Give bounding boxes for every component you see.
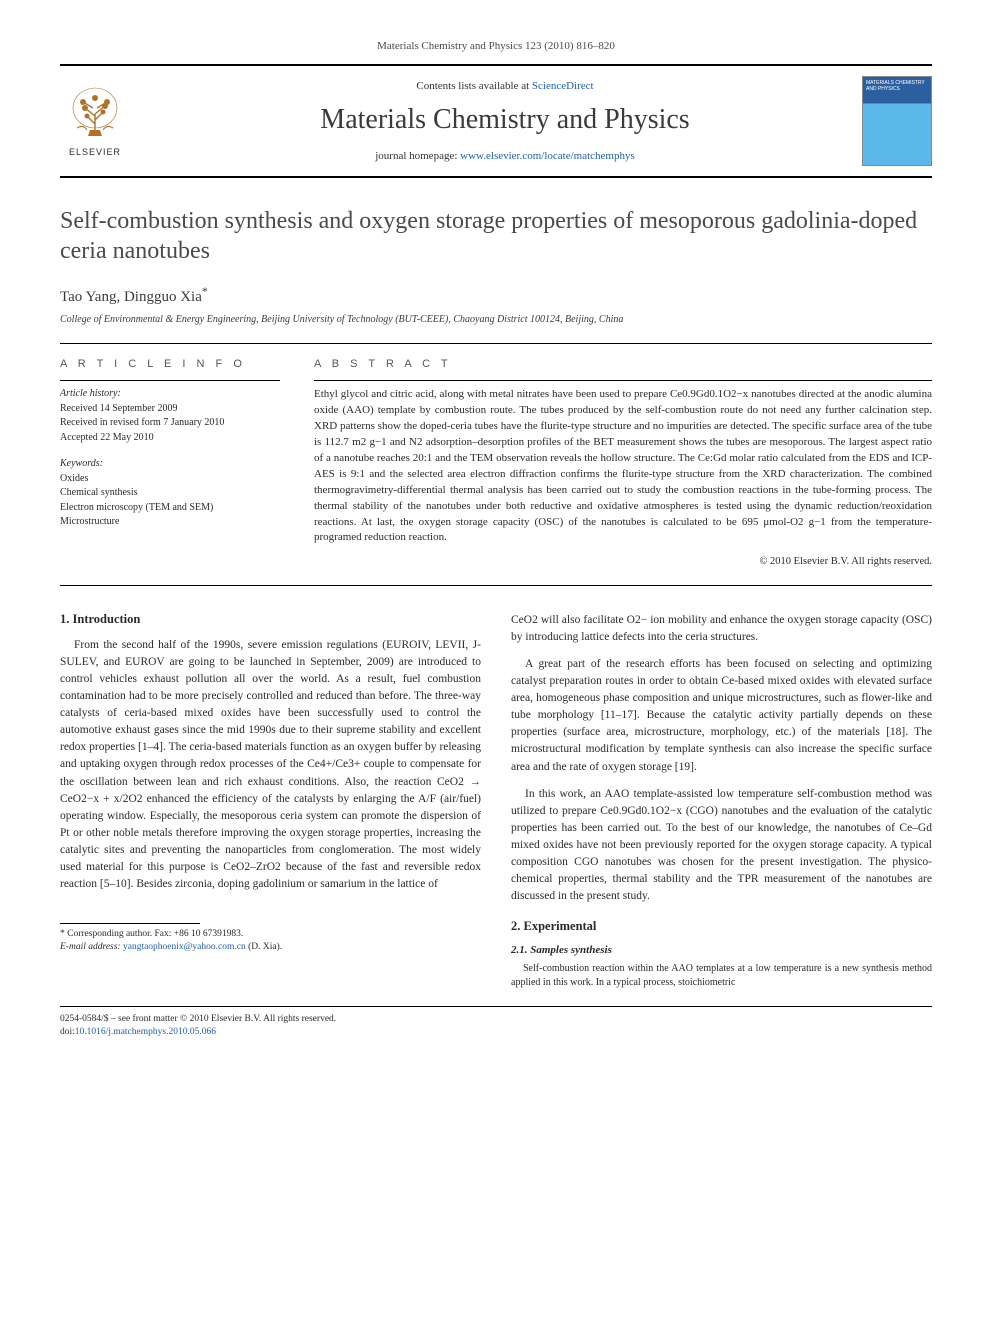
email-label: E-mail address: bbox=[60, 942, 121, 952]
intro-paragraph: From the second half of the 1990s, sever… bbox=[60, 637, 481, 892]
intro-paragraph: CeO2 will also facilitate O2− ion mobili… bbox=[511, 612, 932, 646]
article-info-heading: A R T I C L E I N F O bbox=[60, 358, 280, 370]
body-columns: 1. Introduction From the second half of … bbox=[60, 612, 932, 990]
footnote-corresponding: * Corresponding author. Fax: +86 10 6739… bbox=[60, 928, 481, 941]
journal-name: Materials Chemistry and Physics bbox=[148, 104, 862, 136]
article-info: A R T I C L E I N F O Article history: R… bbox=[60, 358, 280, 567]
abstract-text: Ethyl glycol and citric acid, along with… bbox=[314, 380, 932, 546]
keyword: Oxides bbox=[60, 472, 280, 487]
footer-doi: doi:10.1016/j.matchemphys.2010.05.066 bbox=[60, 1026, 932, 1039]
journal-homepage: journal homepage: www.elsevier.com/locat… bbox=[148, 150, 862, 162]
abstract-heading: A B S T R A C T bbox=[314, 358, 932, 370]
keyword: Microstructure bbox=[60, 515, 280, 530]
doi-link[interactable]: 10.1016/j.matchemphys.2010.05.066 bbox=[75, 1027, 216, 1037]
homepage-link[interactable]: www.elsevier.com/locate/matchemphys bbox=[460, 150, 635, 162]
divider bbox=[60, 585, 932, 586]
page-footer: 0254-0584/$ – see front matter © 2010 El… bbox=[60, 1006, 932, 1040]
corresponding-marker: * bbox=[202, 284, 208, 298]
history-label: Article history: bbox=[60, 387, 280, 402]
cover-thumb-text: MATERIALS CHEMISTRY AND PHYSICS bbox=[866, 81, 928, 92]
elsevier-tree-icon bbox=[65, 86, 125, 144]
abstract-copyright: © 2010 Elsevier B.V. All rights reserved… bbox=[314, 556, 932, 567]
doi-prefix: doi: bbox=[60, 1027, 75, 1037]
keyword: Electron microscopy (TEM and SEM) bbox=[60, 501, 280, 516]
right-column: CeO2 will also facilitate O2− ion mobili… bbox=[511, 612, 932, 990]
sciencedirect-link[interactable]: ScienceDirect bbox=[532, 80, 594, 92]
keywords-block: Keywords: Oxides Chemical synthesis Elec… bbox=[60, 457, 280, 530]
article-history-block: Article history: Received 14 September 2… bbox=[60, 380, 280, 445]
header-citation: Materials Chemistry and Physics 123 (201… bbox=[60, 40, 932, 52]
email-link[interactable]: yangtaophoenix@yahoo.com.cn bbox=[123, 942, 246, 952]
elsevier-logo: ELSEVIER bbox=[60, 79, 130, 164]
journal-center: Contents lists available at ScienceDirec… bbox=[148, 80, 862, 162]
footnote-email: E-mail address: yangtaophoenix@yahoo.com… bbox=[60, 941, 481, 954]
authors: Tao Yang, Dingguo Xia* bbox=[60, 284, 932, 306]
intro-paragraph: A great part of the research efforts has… bbox=[511, 656, 932, 775]
samples-synthesis-heading: 2.1. Samples synthesis bbox=[511, 944, 932, 956]
intro-heading: 1. Introduction bbox=[60, 612, 481, 627]
footer-copyright: 0254-0584/$ – see front matter © 2010 El… bbox=[60, 1013, 932, 1026]
left-column: 1. Introduction From the second half of … bbox=[60, 612, 481, 990]
email-suffix: (D. Xia). bbox=[248, 942, 282, 952]
history-line: Received 14 September 2009 bbox=[60, 402, 280, 417]
footnote-separator bbox=[60, 923, 200, 924]
keywords-label: Keywords: bbox=[60, 457, 280, 472]
history-line: Received in revised form 7 January 2010 bbox=[60, 416, 280, 431]
article-title: Self-combustion synthesis and oxygen sto… bbox=[60, 206, 932, 266]
contents-line: Contents lists available at ScienceDirec… bbox=[148, 80, 862, 92]
journal-header: ELSEVIER Contents lists available at Sci… bbox=[60, 64, 932, 178]
keyword: Chemical synthesis bbox=[60, 486, 280, 501]
experimental-heading: 2. Experimental bbox=[511, 919, 932, 934]
intro-paragraph: In this work, an AAO template-assisted l… bbox=[511, 786, 932, 905]
elsevier-label: ELSEVIER bbox=[69, 147, 121, 157]
contents-prefix: Contents lists available at bbox=[416, 80, 531, 92]
abstract-column: A B S T R A C T Ethyl glycol and citric … bbox=[314, 358, 932, 567]
author-names: Tao Yang, Dingguo Xia bbox=[60, 289, 202, 305]
experimental-paragraph: Self-combustion reaction within the AAO … bbox=[511, 962, 932, 990]
history-line: Accepted 22 May 2010 bbox=[60, 431, 280, 446]
homepage-prefix: journal homepage: bbox=[375, 150, 460, 162]
info-abstract-row: A R T I C L E I N F O Article history: R… bbox=[60, 358, 932, 567]
journal-cover-thumbnail: MATERIALS CHEMISTRY AND PHYSICS bbox=[862, 76, 932, 166]
affiliation: College of Environmental & Energy Engine… bbox=[60, 314, 932, 325]
divider bbox=[60, 343, 932, 344]
